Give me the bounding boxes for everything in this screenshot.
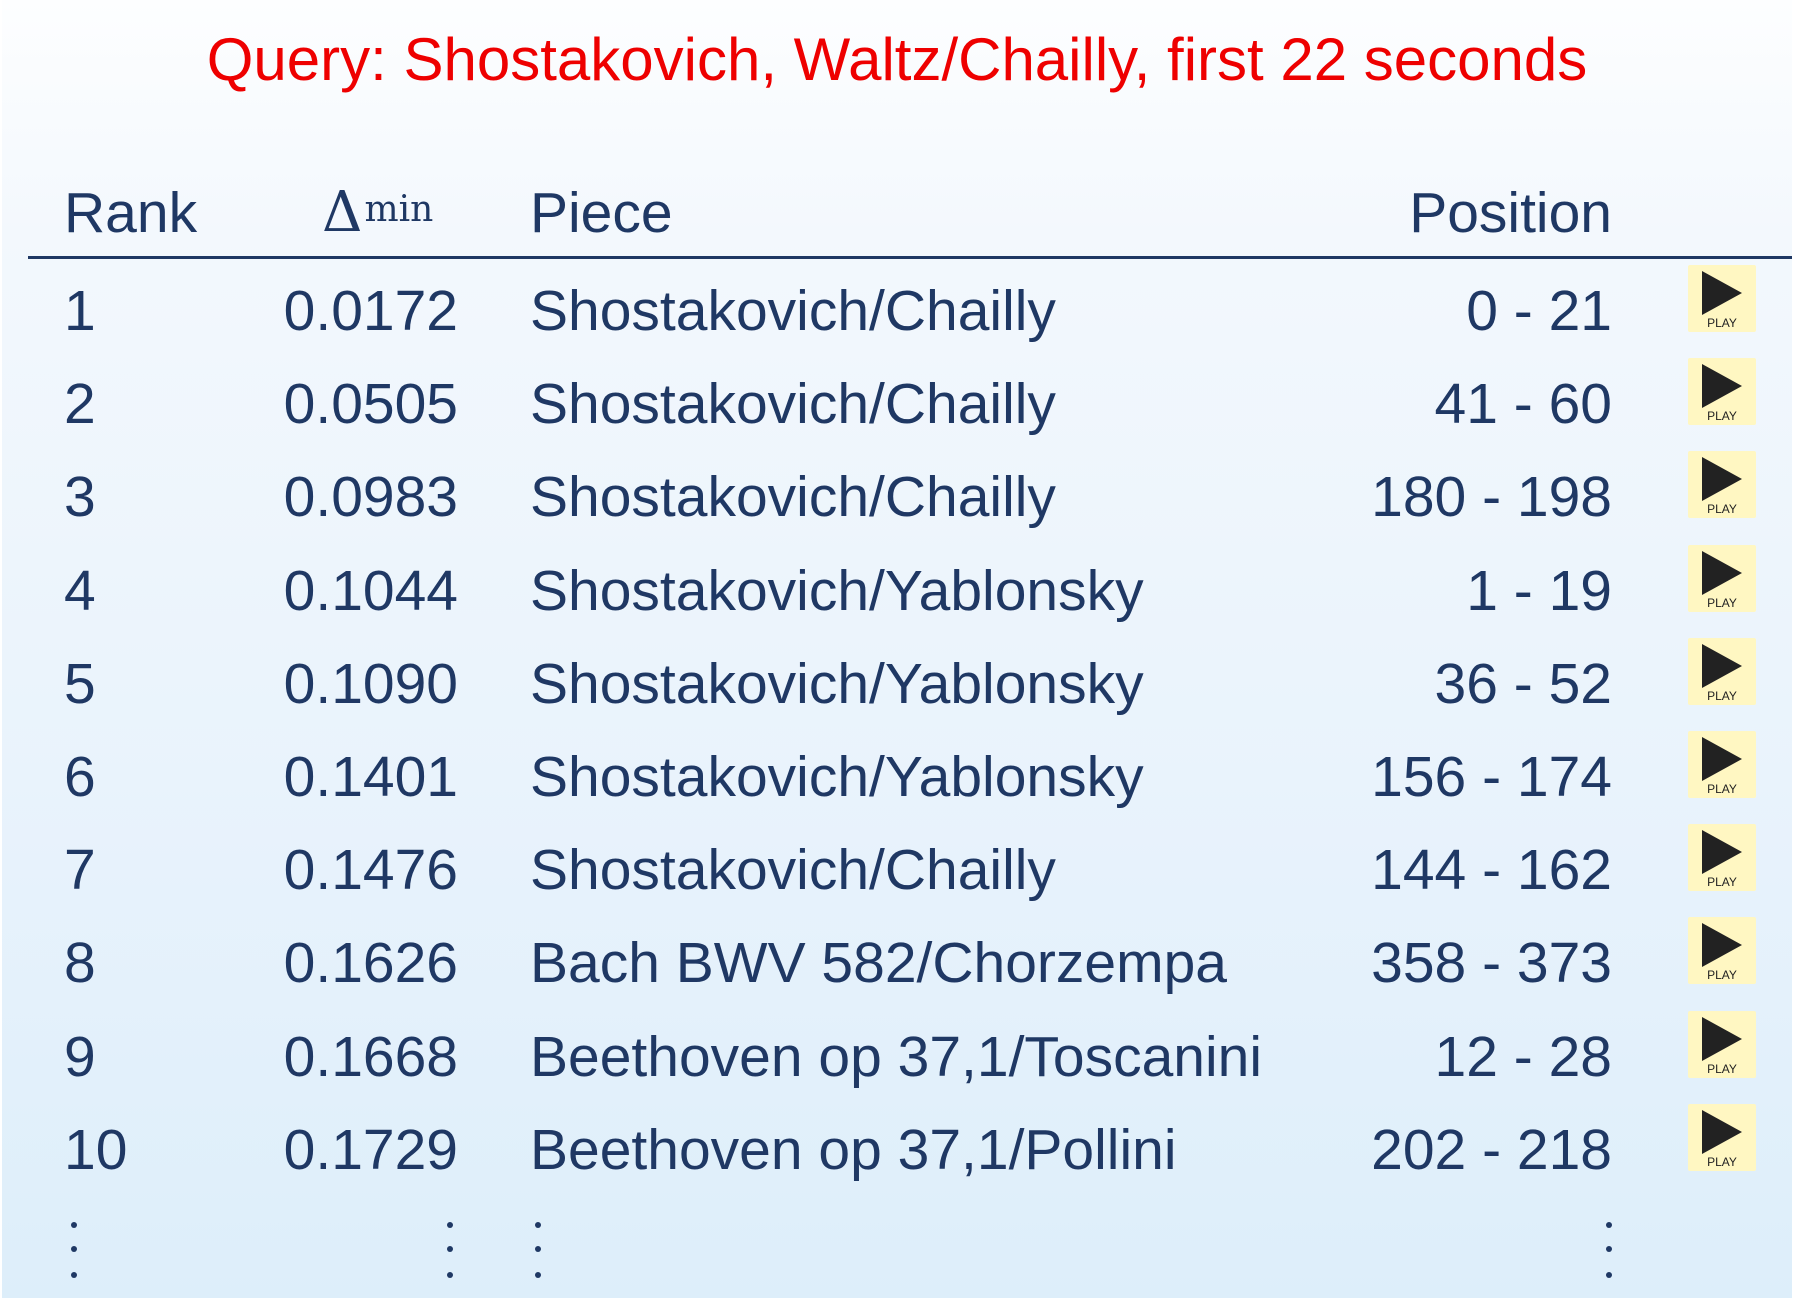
piece-cell: Shostakovich/Chailly [530, 465, 1056, 530]
play-label: PLAY [1707, 409, 1737, 424]
rank-cell: 7 [64, 838, 96, 903]
header-position: Position [1409, 181, 1612, 245]
table-row: 8 0.1626 Bach BWV 582/Chorzempa 358 - 37… [2, 917, 1792, 1010]
play-button[interactable]: PLAY [1688, 824, 1756, 892]
vertical-ellipsis-piece [532, 1222, 544, 1286]
play-label: PLAY [1707, 688, 1737, 703]
header-divider [28, 256, 1792, 259]
delta-cell: 0.0505 [283, 372, 458, 437]
delta-superscript: min [364, 189, 434, 230]
delta-cell: 0.1729 [283, 1117, 458, 1182]
delta-cell: 0.1668 [283, 1024, 458, 1089]
play-icon [1702, 271, 1742, 315]
play-label: PLAY [1707, 968, 1737, 983]
delta-cell: 0.0172 [283, 279, 458, 343]
play-button[interactable]: PLAY [1688, 730, 1756, 798]
play-icon [1702, 923, 1742, 968]
piece-cell: Shostakovich/Yablonsky [530, 744, 1144, 809]
position-cell: 144 - 162 [1371, 838, 1612, 903]
vertical-ellipsis-position [1603, 1222, 1615, 1286]
play-label: PLAY [1707, 502, 1737, 517]
header-delta: Δmin [322, 178, 433, 248]
play-icon [1702, 736, 1742, 781]
play-label: PLAY [1707, 1061, 1737, 1076]
table-row: 1 0.0172 Shostakovich/Chailly 0 - 21 PLA… [2, 265, 1792, 358]
table-row: 9 0.1668 Beethoven op 37,1/Toscanini 12 … [2, 1010, 1792, 1104]
position-cell: 1 - 19 [1466, 558, 1612, 623]
play-icon [1702, 1109, 1742, 1154]
play-button[interactable]: PLAY [1688, 451, 1756, 519]
delta-cell: 0.1401 [283, 744, 458, 809]
delta-cell: 0.1090 [283, 651, 458, 716]
play-icon [1702, 830, 1742, 875]
play-label: PLAY [1707, 316, 1737, 330]
play-button[interactable]: PLAY [1688, 358, 1756, 426]
rank-cell: 1 [64, 279, 96, 343]
rank-cell: 5 [64, 651, 96, 716]
play-label: PLAY [1707, 875, 1737, 890]
piece-cell: Shostakovich/Yablonsky [530, 558, 1144, 623]
delta-cell: 0.0983 [283, 465, 458, 530]
piece-cell: Shostakovich/Chailly [530, 372, 1056, 437]
rank-cell: 4 [64, 558, 96, 623]
position-cell: 12 - 28 [1434, 1024, 1612, 1089]
position-cell: 41 - 60 [1434, 372, 1612, 437]
piece-cell: Bach BWV 582/Chorzempa [530, 931, 1227, 996]
play-icon [1702, 457, 1742, 502]
play-button[interactable]: PLAY [1688, 544, 1756, 612]
position-cell: 36 - 52 [1434, 651, 1612, 716]
piece-cell: Beethoven op 37,1/Pollini [530, 1117, 1177, 1182]
rank-cell: 2 [64, 372, 96, 437]
table-row: 7 0.1476 Shostakovich/Chailly 144 - 162 … [2, 824, 1792, 917]
table-row: 4 0.1044 Shostakovich/Yablonsky 1 - 19 P… [2, 544, 1792, 638]
delta-cell: 0.1044 [283, 558, 458, 623]
play-icon [1702, 643, 1742, 688]
rank-cell: 8 [64, 931, 96, 996]
delta-cell: 0.1626 [283, 931, 458, 996]
piece-cell: Shostakovich/Chailly [530, 279, 1056, 343]
delta-cell: 0.1476 [283, 838, 458, 903]
results-table: 1 0.0172 Shostakovich/Chailly 0 - 21 PLA… [2, 265, 1792, 1197]
play-button[interactable]: PLAY [1688, 1103, 1756, 1171]
position-cell: 180 - 198 [1371, 465, 1612, 530]
position-cell: 0 - 21 [1466, 279, 1612, 343]
header-rank: Rank [64, 181, 198, 245]
play-label: PLAY [1707, 595, 1737, 610]
vertical-ellipsis-delta [444, 1222, 456, 1286]
play-icon [1702, 1016, 1742, 1061]
table-row: 2 0.0505 Shostakovich/Chailly 41 - 60 PL… [2, 358, 1792, 451]
header-piece: Piece [530, 181, 673, 245]
piece-cell: Beethoven op 37,1/Toscanini [530, 1024, 1263, 1089]
play-button[interactable]: PLAY [1688, 265, 1756, 332]
query-title: Query: Shostakovich, Waltz/Chailly, firs… [206, 26, 1588, 93]
play-label: PLAY [1707, 1154, 1737, 1169]
position-cell: 358 - 373 [1371, 931, 1612, 996]
play-icon [1702, 550, 1742, 595]
position-cell: 156 - 174 [1371, 744, 1612, 809]
rank-cell: 9 [64, 1024, 96, 1089]
play-button[interactable]: PLAY [1688, 637, 1756, 705]
play-label: PLAY [1707, 781, 1737, 796]
piece-cell: Shostakovich/Chailly [530, 838, 1056, 903]
table-row: 3 0.0983 Shostakovich/Chailly 180 - 198 … [2, 451, 1792, 544]
rank-cell: 10 [64, 1117, 128, 1182]
table-row: 10 0.1729 Beethoven op 37,1/Pollini 202 … [2, 1103, 1792, 1197]
table-row: 6 0.1401 Shostakovich/Yablonsky 156 - 17… [2, 730, 1792, 824]
rank-cell: 3 [64, 465, 96, 530]
position-cell: 202 - 218 [1371, 1117, 1612, 1182]
vertical-ellipsis-rank [68, 1222, 80, 1286]
play-icon [1702, 364, 1742, 409]
piece-cell: Shostakovich/Yablonsky [530, 651, 1144, 716]
play-button[interactable]: PLAY [1688, 1010, 1756, 1078]
play-button[interactable]: PLAY [1688, 917, 1756, 985]
rank-cell: 6 [64, 744, 96, 809]
table-row: 5 0.1090 Shostakovich/Yablonsky 36 - 52 … [2, 637, 1792, 731]
delta-symbol: Δ [322, 180, 363, 245]
